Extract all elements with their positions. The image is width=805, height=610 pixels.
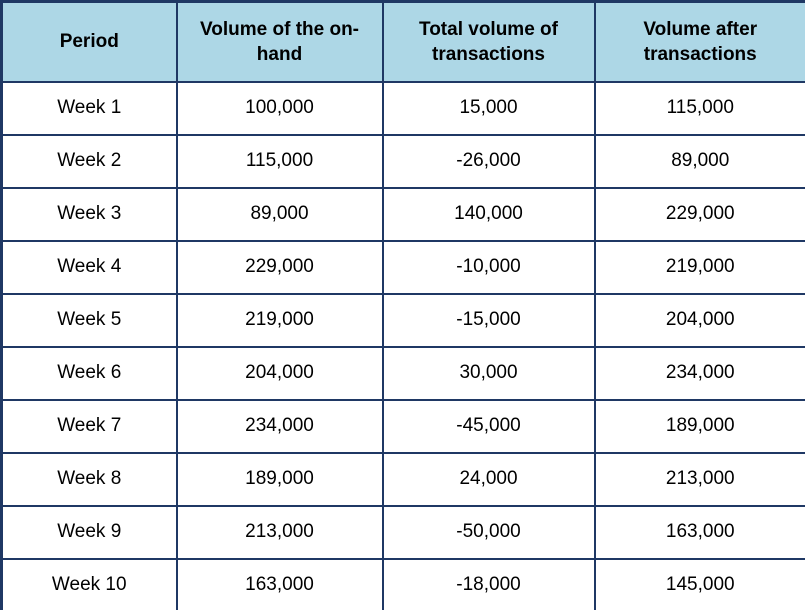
value-cell: 163,000	[593, 504, 805, 560]
table-row: Week 9 213,000 -50,000 163,000	[0, 504, 805, 560]
table-row: Week 1 100,000 15,000 115,000	[0, 80, 805, 136]
value-cell: 229,000	[175, 239, 384, 295]
table-row: Week 8 189,000 24,000 213,000	[0, 451, 805, 507]
period-cell: Week 5	[0, 292, 178, 348]
value-cell: 204,000	[175, 345, 384, 401]
table-row: Week 10 163,000 -18,000 145,000	[0, 557, 805, 610]
table-row: Week 7 234,000 -45,000 189,000	[0, 398, 805, 454]
value-cell: 145,000	[593, 557, 805, 610]
value-cell: 213,000	[593, 451, 805, 507]
header-row: Period Volume of the on-hand Total volume …	[0, 0, 805, 83]
value-cell: -26,000	[381, 133, 596, 189]
value-cell: -15,000	[381, 292, 596, 348]
period-cell: Week 3	[0, 186, 178, 242]
value-cell: 89,000	[593, 133, 805, 189]
period-cell: Week 4	[0, 239, 178, 295]
period-cell: Week 2	[0, 133, 178, 189]
value-cell: 189,000	[175, 451, 384, 507]
value-cell: -18,000	[381, 557, 596, 610]
value-cell: 204,000	[593, 292, 805, 348]
table-row: Week 2 115,000 -26,000 89,000	[0, 133, 805, 189]
value-cell: 229,000	[593, 186, 805, 242]
value-cell: 30,000	[381, 345, 596, 401]
value-cell: 100,000	[175, 80, 384, 136]
table-row: Week 3 89,000 140,000 229,000	[0, 186, 805, 242]
value-cell: -50,000	[381, 504, 596, 560]
header-cell-transactions-volume: Total volume of transactions	[381, 0, 596, 83]
value-cell: 163,000	[175, 557, 384, 610]
value-cell: 234,000	[175, 398, 384, 454]
value-cell: 24,000	[381, 451, 596, 507]
value-cell: 89,000	[175, 186, 384, 242]
header-cell-after-transactions-volume: Volume after transactions	[593, 0, 805, 83]
value-cell: 219,000	[593, 239, 805, 295]
period-cell: Week 10	[0, 557, 178, 610]
table-row: Week 5 219,000 -15,000 204,000	[0, 292, 805, 348]
period-cell: Week 6	[0, 345, 178, 401]
value-cell: 189,000	[593, 398, 805, 454]
table-body: Week 1 100,000 15,000 115,000 Week 2 115,000-…	[0, 80, 805, 610]
value-cell: 219,000	[175, 292, 384, 348]
value-cell: 213,000	[175, 504, 384, 560]
table-row: Week 4 229,000 -10,000 219,000	[0, 239, 805, 295]
header-cell-period: Period	[0, 0, 178, 83]
value-cell: -45,000	[381, 398, 596, 454]
period-cell: Week 8	[0, 451, 178, 507]
value-cell: 115,000	[175, 133, 384, 189]
period-cell: Week 9	[0, 504, 178, 560]
period-cell: Week 1	[0, 80, 178, 136]
table-row: Week 6 204,000 30,000 234,000	[0, 345, 805, 401]
value-cell: 234,000	[593, 345, 805, 401]
value-cell: 115,000	[593, 80, 805, 136]
header-cell-on-hand-volume: Volume of the on-hand	[175, 0, 384, 83]
period-cell: Week 7	[0, 398, 178, 454]
value-cell: 15,000	[381, 80, 596, 136]
value-cell: -10,000	[381, 239, 596, 295]
value-cell: 140,000	[381, 186, 596, 242]
